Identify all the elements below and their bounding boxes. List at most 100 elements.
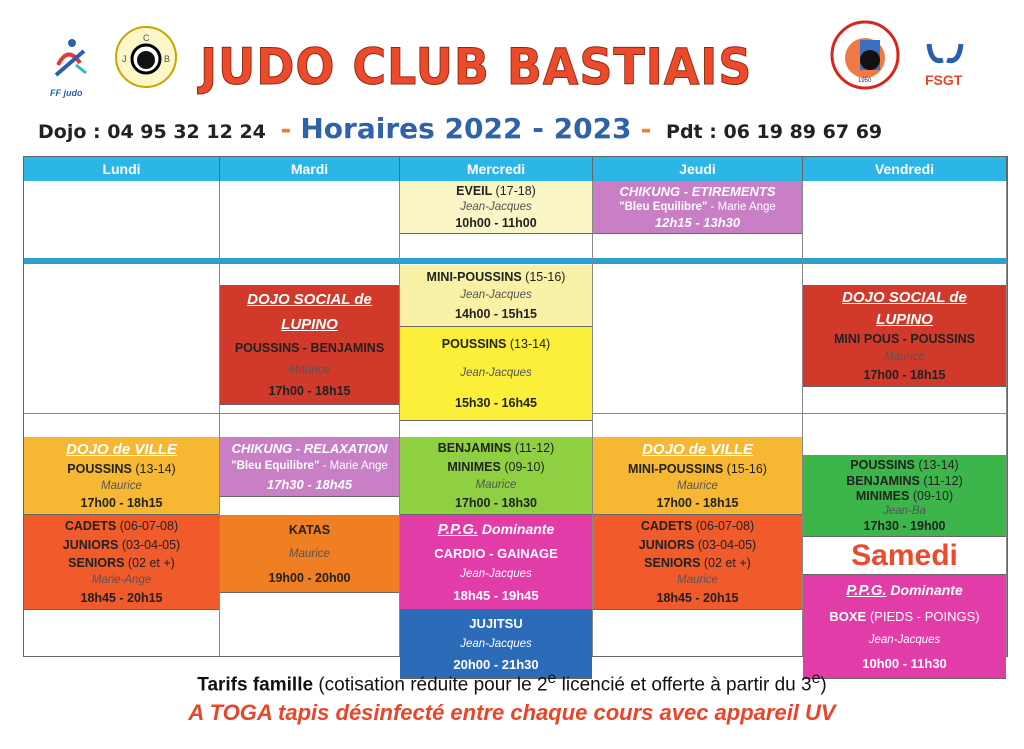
day-column-jeudi: CHIKUNG - ETIREMENTS "Bleu Equilibre" - M… <box>593 181 803 656</box>
subtitle-line: Dojo : 04 95 32 12 24 - Horaires 2022 - … <box>38 112 998 145</box>
class-group-text: MINIMES <box>447 460 501 475</box>
class-time-text: 17h00 - 18h15 <box>268 383 351 398</box>
class-coach: Maurice <box>101 480 142 492</box>
class-group-text: SENIORS <box>644 555 701 570</box>
class-group: BENJAMINS (11-12) <box>438 441 554 455</box>
class-coach-text: Jean-Ba <box>883 505 926 518</box>
class-group-detail: (13-14) <box>135 462 176 476</box>
class-time-text: 19h00 - 20h00 <box>268 570 351 585</box>
class-group: SENIORS (02 et +) <box>644 556 751 570</box>
class-venue: DOJO de VILLE <box>642 441 753 458</box>
tarifs-text: ) <box>820 674 827 696</box>
class-group: CADETS (06-07-08) <box>641 519 754 533</box>
class-coach-text: Maurice <box>677 480 718 492</box>
class-block: CHIKUNG - RELAXATION "Bleu Equilibre" - M… <box>220 437 399 497</box>
class-venue-text: DOJO SOCIAL de <box>842 289 967 307</box>
class-block: DOJO de VILLE POUSSINS (13-14) Maurice 17h0… <box>24 437 219 515</box>
president-phone: Pdt : 06 19 89 67 69 <box>666 121 883 143</box>
class-coach-text: Jean-Jacques <box>460 200 532 213</box>
class-block: JUJITSU Jean-Jacques 20h00 - 21h30 <box>400 610 592 679</box>
schedule-title: Horaires 2022 - 2023 <box>300 112 632 145</box>
class-block: DOJO SOCIAL de LUPINO MINI POUS - POUSSINS… <box>803 285 1006 387</box>
class-coach-text: Jean-Jacques <box>460 289 532 302</box>
judo-club-bastiais-seal: 1950 <box>830 20 900 90</box>
class-wgroup-text: BOXE <box>829 609 867 624</box>
class-block: CHIKUNG - ETIREMENTS "Bleu Equilibre" - M… <box>593 181 802 234</box>
class-wcoach-text: Jean-Jacques <box>460 637 532 650</box>
class-coach: Jean-Jacques <box>460 289 532 301</box>
class-wtitle-text: CHIKUNG - ETIREMENTS <box>619 184 776 199</box>
class-time: 17h00 - 18h15 <box>657 496 739 510</box>
morning-afternoon-separator <box>220 258 399 264</box>
svg-text:C: C <box>143 33 150 43</box>
class-time-text: 15h30 - 16h45 <box>455 395 537 410</box>
class-coach: Maurice <box>677 480 718 492</box>
class-coach: Maurice <box>884 351 925 363</box>
class-block: CADETS (06-07-08) JUNIORS (03-04-05) SENIO… <box>593 515 802 610</box>
class-group: MINIMES (09-10) <box>447 460 544 474</box>
row-divider <box>803 413 1006 414</box>
morning-afternoon-separator <box>593 258 802 264</box>
class-group-text: POUSSINS - BENJAMINS <box>234 341 385 356</box>
class-time-text: 18h45 - 20h15 <box>80 590 163 605</box>
class-venue-text: LUPINO <box>876 310 933 328</box>
class-ppg: P.P.G. Dominante <box>846 582 963 599</box>
class-group-text: MINI-POUSSINS <box>426 269 522 284</box>
class-group: MINIMES (09-10) <box>856 489 953 503</box>
class-group: POUSSINS (13-14) <box>442 337 550 351</box>
svg-text:B: B <box>164 54 170 64</box>
class-group-detail: (11-12) <box>923 473 963 488</box>
fsgt-logo: FSGT <box>925 42 965 92</box>
class-block: DOJO SOCIAL de LUPINO POUSSINS - BENJAMINS… <box>220 285 399 405</box>
class-coach-text: Jean-Jacques <box>460 367 532 380</box>
class-time: 15h30 - 16h45 <box>455 396 537 410</box>
class-block: P.P.G. Dominante BOXE (PIEDS - POINGS) Jea… <box>803 575 1006 679</box>
class-ppg-detail: Dominante <box>886 582 963 598</box>
day-header-lundi: Lundi <box>24 157 220 181</box>
class-wcoach-text: Jean-Jacques <box>868 634 941 646</box>
class-coach-text: Maurice <box>289 547 330 560</box>
class-wtime-text: 12h15 - 13h30 <box>654 215 741 230</box>
class-group: MINI-POUSSINS (15-16) <box>427 270 566 284</box>
class-wcoach: Jean-Jacques <box>460 638 532 650</box>
jcb-flower-logo: C J B <box>108 22 184 92</box>
class-ppg-text: P.P.G. <box>437 520 479 538</box>
class-ppg: P.P.G. Dominante <box>438 521 555 538</box>
class-block: POUSSINS (13-14) BENJAMINS (11-12) MINIMES… <box>803 455 1006 537</box>
class-group-detail: (09-10) <box>504 460 545 475</box>
class-venue-text: LUPINO <box>281 316 338 334</box>
class-coach: Jean-Ba <box>883 505 926 517</box>
samedi-label: Samedi <box>803 537 1006 575</box>
class-wsub-detail: - Marie Ange <box>319 460 388 473</box>
class-group-text: KATAS <box>288 522 331 537</box>
class-wgroup: 20h00 - 21h30 <box>453 657 538 672</box>
class-wgroup: 10h00 - 11h30 <box>862 656 947 671</box>
class-wtitle-text: CHIKUNG - RELAXATION <box>231 441 388 457</box>
class-group-text: BENJAMINS <box>437 441 512 456</box>
day-header-mercredi: Mercredi <box>400 157 593 181</box>
class-venue: DOJO SOCIAL de <box>842 289 967 306</box>
class-group: EVEIL (17-18) <box>456 184 536 198</box>
class-group-detail: (06-07-08) <box>119 519 179 534</box>
class-time: 18h45 - 20h15 <box>657 591 739 605</box>
dash: - <box>631 115 661 145</box>
day-header-mardi: Mardi <box>220 157 400 181</box>
class-group: JUNIORS (03-04-05) <box>639 538 756 552</box>
class-coach: Maurice <box>677 574 718 586</box>
class-group: BENJAMINS (11-12) <box>846 474 962 488</box>
class-wgroup-text: 18h45 - 19h45 <box>453 588 539 604</box>
class-wgroup: JUJITSU <box>469 616 522 631</box>
class-group-detail: (02 et +) <box>127 555 175 570</box>
class-time: 17h00 - 18h15 <box>864 368 946 382</box>
class-group-text: SENIORS <box>68 555 125 570</box>
class-ppg-text: P.P.G. <box>846 582 887 599</box>
class-group-detail: (11-12) <box>514 441 555 456</box>
class-venue-text: DOJO de VILLE <box>642 441 753 458</box>
class-group-detail: (15-16) <box>525 269 566 284</box>
class-time-text: 17h00 - 18h30 <box>455 495 537 510</box>
morning-afternoon-separator <box>400 258 592 264</box>
class-venue-text: DOJO de VILLE <box>66 441 177 458</box>
class-coach-text: Maurice <box>475 478 517 491</box>
class-wcoach: Jean-Jacques <box>869 634 941 646</box>
class-wcoach: Jean-Jacques <box>460 568 532 580</box>
